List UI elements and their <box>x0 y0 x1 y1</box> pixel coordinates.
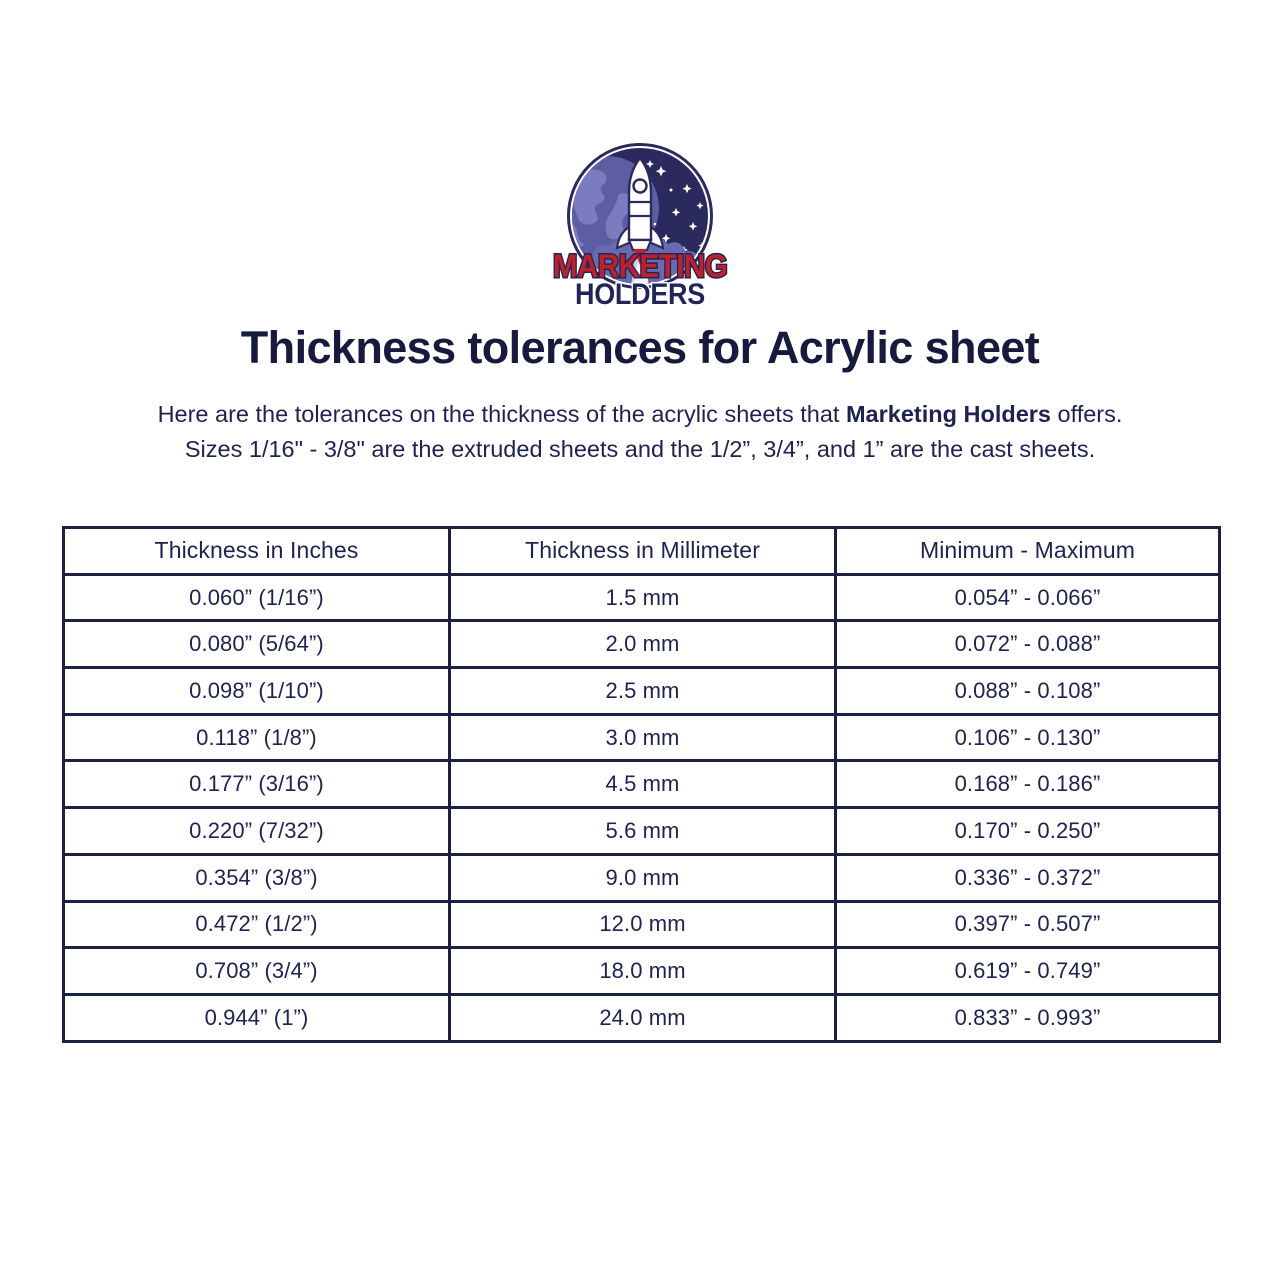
cell-min-max: 0.168” - 0.186” <box>834 759 1221 810</box>
cell-inches: 0.944” (1”) <box>62 992 451 1043</box>
logo-globe-landmass-3 <box>572 222 585 247</box>
logo-outer-ring <box>567 143 713 289</box>
cell-min-max: 0.336” - 0.372” <box>834 852 1221 903</box>
cell-millimeter: 4.5 mm <box>448 759 837 810</box>
logo-rocket <box>615 156 665 265</box>
table-row: 0.060” (1/16”) 1.5 mm 0.054” - 0.066” <box>62 572 1221 623</box>
table-row: 0.118” (1/8”) 3.0 mm 0.106” - 0.130” <box>62 712 1221 763</box>
intro-line-1-after: offers. <box>1051 401 1123 427</box>
cell-inches: 0.080” (5/64”) <box>62 619 451 670</box>
cell-min-max: 0.106” - 0.130” <box>834 712 1221 763</box>
cell-inches: 0.472” (1/2”) <box>62 899 451 950</box>
logo-globe-landmass <box>572 169 607 225</box>
cell-min-max: 0.397” - 0.507” <box>834 899 1221 950</box>
logo-wordmark-marketing: MARKETING <box>553 248 727 285</box>
table-row: 0.944” (1”) 24.0 mm 0.833” - 0.993” <box>62 992 1221 1043</box>
table-row: 0.177” (3/16”) 4.5 mm 0.168” - 0.186” <box>62 759 1221 810</box>
table-row: 0.708” (3/4”) 18.0 mm 0.619” - 0.749” <box>62 946 1221 996</box>
intro-line-1-before: Here are the tolerances on the thickness… <box>157 401 846 427</box>
cell-inches: 0.098” (1/10”) <box>62 666 451 716</box>
intro-line-2: Sizes 1/16" - 3/8" are the extruded shee… <box>184 436 1096 462</box>
intro-line-1: Here are the tolerances on the thickness… <box>0 397 1280 432</box>
cell-millimeter: 2.0 mm <box>448 619 837 670</box>
cell-inches: 0.354” (3/8”) <box>62 852 451 903</box>
cell-min-max: 0.088” - 0.108” <box>834 666 1221 716</box>
tolerance-table: Thickness in Inches Thickness in Millime… <box>62 526 1221 1043</box>
column-header-min-max: Minimum - Maximum <box>834 526 1221 576</box>
table-header-row: Thickness in Inches Thickness in Millime… <box>62 526 1221 576</box>
logo-rocket-nozzle <box>627 238 653 252</box>
table-row: 0.354” (3/8”) 9.0 mm 0.336” - 0.372” <box>62 852 1221 903</box>
page-title: Thickness tolerances for Acrylic sheet <box>240 322 1040 373</box>
table-row: 0.080” (5/64”) 2.0 mm 0.072” - 0.088” <box>62 619 1221 670</box>
logo-container: MARKETING HOLDERS <box>0 138 1280 310</box>
cell-millimeter: 18.0 mm <box>448 946 837 996</box>
logo-wordmark-holders: HOLDERS <box>575 278 705 310</box>
cell-millimeter: 3.0 mm <box>448 712 837 763</box>
logo-rocket-window <box>632 178 648 194</box>
table-header: Thickness in Inches Thickness in Millime… <box>62 526 1221 576</box>
cell-millimeter: 1.5 mm <box>448 572 837 623</box>
cell-min-max: 0.072” - 0.088” <box>834 619 1221 670</box>
table-body: 0.060” (1/16”) 1.5 mm 0.054” - 0.066” 0.080… <box>62 572 1221 1043</box>
logo-rocket-body <box>627 156 653 242</box>
marketing-holders-logo: MARKETING HOLDERS <box>535 138 745 310</box>
logo-rocket-trail-shadow <box>631 256 639 284</box>
cell-min-max: 0.054” - 0.066” <box>834 572 1221 623</box>
column-header-millimeter: Thickness in Millimeter <box>448 526 837 576</box>
cell-millimeter: 2.5 mm <box>448 666 837 716</box>
cell-inches: 0.177” (3/16”) <box>62 759 451 810</box>
logo-rocket-flame <box>634 249 646 265</box>
cell-min-max: 0.619” - 0.749” <box>834 946 1221 996</box>
cell-inches: 0.118” (1/8”) <box>62 712 451 763</box>
cell-min-max: 0.833” - 0.993” <box>834 992 1221 1043</box>
cell-inches: 0.220” (7/32”) <box>62 806 451 856</box>
cell-millimeter: 24.0 mm <box>448 992 837 1043</box>
logo-globe-landmass-2 <box>605 193 633 240</box>
cell-millimeter: 12.0 mm <box>448 899 837 950</box>
table-row: 0.220” (7/32”) 5.6 mm 0.170” - 0.250” <box>62 806 1221 856</box>
cell-inches: 0.708” (3/4”) <box>62 946 451 996</box>
tolerance-table-container: Thickness in Inches Thickness in Millime… <box>62 526 1221 1043</box>
cell-inches: 0.060” (1/16”) <box>62 572 451 623</box>
table-row: 0.098” (1/10”) 2.5 mm 0.088” - 0.108” <box>62 666 1221 716</box>
intro-paragraph: Here are the tolerances on the thickness… <box>0 397 1280 467</box>
cell-min-max: 0.170” - 0.250” <box>834 806 1221 856</box>
cell-millimeter: 9.0 mm <box>448 852 837 903</box>
cell-millimeter: 5.6 mm <box>448 806 837 856</box>
column-header-inches: Thickness in Inches <box>62 526 451 576</box>
table-row: 0.472” (1/2”) 12.0 mm 0.397” - 0.507” <box>62 899 1221 950</box>
intro-brand-name: Marketing Holders <box>845 401 1051 427</box>
